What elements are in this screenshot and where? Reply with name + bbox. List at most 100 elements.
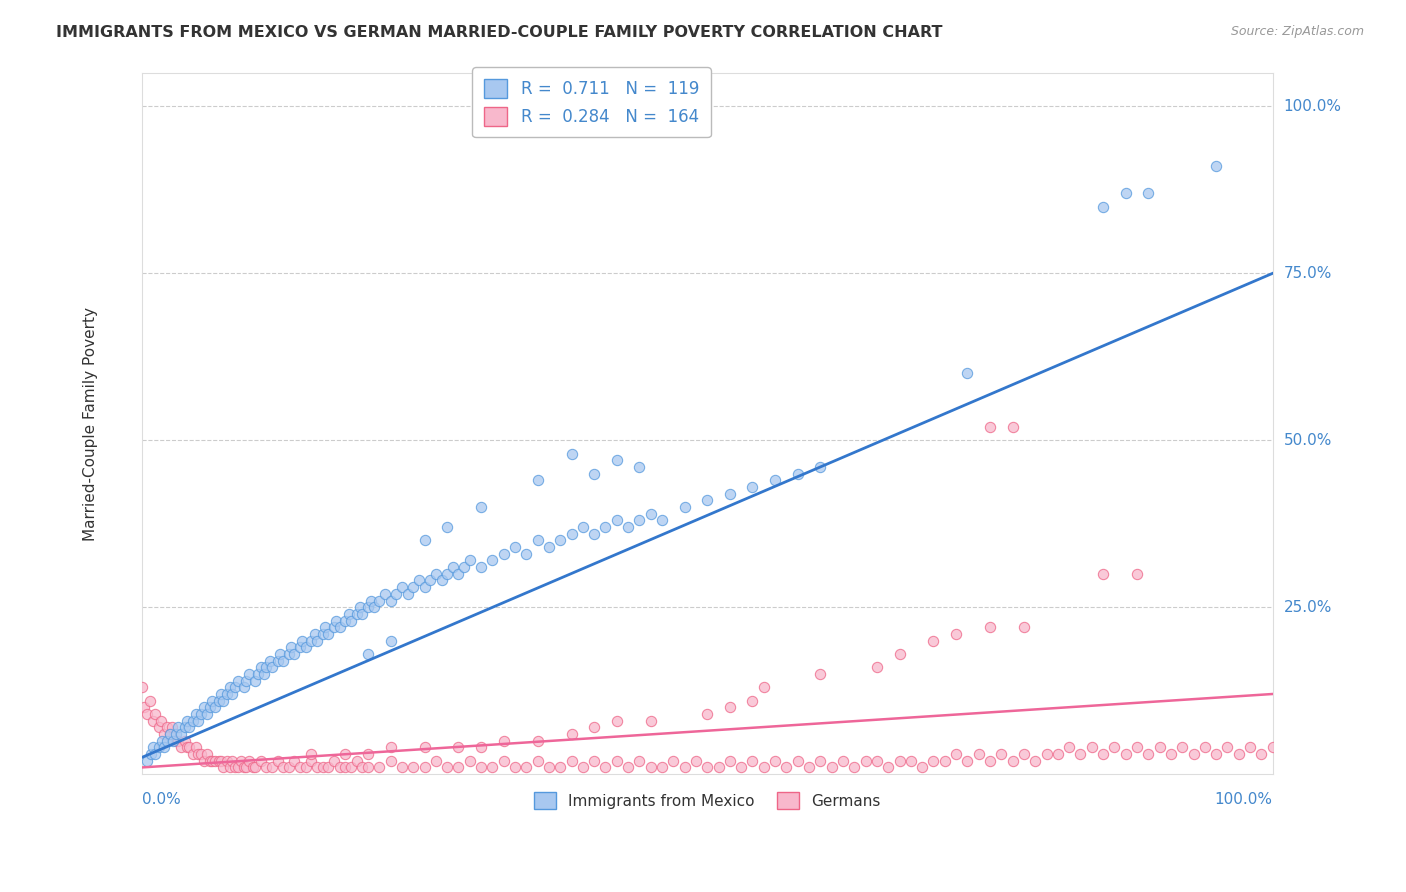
Point [271, 760, 294, 774]
Point [537, 540, 560, 554]
Point [453, 560, 475, 574]
Point [1104, 740, 1126, 755]
Point [307, 633, 329, 648]
Point [492, 754, 515, 768]
Point [190, 747, 212, 761]
Point [201, 754, 224, 768]
Point [301, 633, 323, 648]
Point [139, 694, 162, 708]
Point [380, 754, 402, 768]
Point [357, 600, 380, 615]
Point [1250, 747, 1272, 761]
Point [153, 740, 176, 755]
Point [752, 681, 775, 695]
Point [318, 760, 340, 774]
Point [651, 513, 673, 527]
Point [243, 673, 266, 688]
Point [253, 667, 276, 681]
Point [170, 727, 193, 741]
Point [391, 760, 413, 774]
Point [458, 754, 481, 768]
Point [1160, 747, 1182, 761]
Point [413, 760, 436, 774]
Point [349, 600, 371, 615]
Point [990, 747, 1012, 761]
Point [526, 754, 548, 768]
Point [301, 747, 323, 761]
Point [548, 533, 571, 548]
Point [132, 700, 155, 714]
Point [866, 754, 889, 768]
Point [1126, 740, 1149, 755]
Point [340, 760, 363, 774]
Point [718, 486, 741, 500]
Point [1239, 740, 1261, 755]
Point [413, 533, 436, 548]
Point [447, 760, 470, 774]
Point [136, 706, 159, 721]
Point [1205, 160, 1227, 174]
Legend: Immigrants from Mexico, Germans: Immigrants from Mexico, Germans [529, 786, 886, 815]
Point [606, 453, 628, 467]
Point [179, 720, 201, 734]
Point [385, 587, 408, 601]
Point [232, 681, 254, 695]
Point [617, 760, 640, 774]
Point [167, 720, 190, 734]
Point [900, 754, 922, 768]
Point [561, 754, 583, 768]
Point [368, 760, 391, 774]
Point [204, 754, 226, 768]
Point [945, 627, 967, 641]
Point [447, 740, 470, 755]
Point [595, 760, 617, 774]
Point [741, 480, 763, 494]
Point [179, 740, 201, 755]
Point [470, 740, 492, 755]
Point [808, 459, 831, 474]
Point [242, 760, 264, 774]
Point [219, 760, 242, 774]
Point [628, 459, 651, 474]
Point [159, 727, 181, 741]
Point [696, 493, 718, 508]
Point [167, 733, 190, 747]
Point [595, 520, 617, 534]
Point [436, 760, 458, 774]
Point [159, 727, 181, 741]
Point [640, 714, 662, 728]
Point [583, 754, 606, 768]
Point [425, 754, 447, 768]
Point [741, 754, 763, 768]
Point [238, 667, 260, 681]
Point [380, 633, 402, 648]
Point [221, 754, 243, 768]
Point [447, 566, 470, 581]
Point [156, 720, 179, 734]
Point [148, 720, 170, 734]
Point [340, 614, 363, 628]
Point [193, 700, 215, 714]
Point [786, 467, 808, 481]
Point [889, 754, 911, 768]
Point [481, 760, 503, 774]
Point [866, 660, 889, 674]
Point [1137, 186, 1160, 201]
Point [277, 760, 299, 774]
Point [956, 367, 979, 381]
Point [243, 760, 266, 774]
Point [537, 760, 560, 774]
Point [786, 754, 808, 768]
Point [357, 647, 380, 661]
Text: Source: ZipAtlas.com: Source: ZipAtlas.com [1230, 25, 1364, 38]
Point [526, 733, 548, 747]
Point [572, 760, 595, 774]
Point [197, 747, 219, 761]
Point [266, 754, 288, 768]
Point [583, 467, 606, 481]
Point [408, 574, 430, 588]
Point [808, 754, 831, 768]
Point [368, 593, 391, 607]
Point [357, 760, 380, 774]
Text: IMMIGRANTS FROM MEXICO VS GERMAN MARRIED-COUPLE FAMILY POVERTY CORRELATION CHART: IMMIGRANTS FROM MEXICO VS GERMAN MARRIED… [56, 25, 943, 40]
